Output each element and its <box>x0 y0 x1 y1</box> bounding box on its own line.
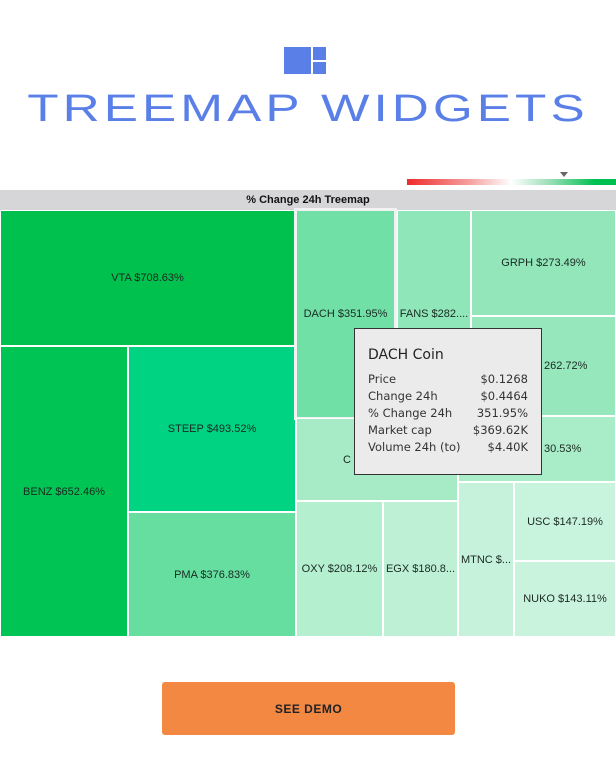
row-value: 351.95% <box>476 406 528 420</box>
tooltip-row-price: Price $0.1268 <box>368 371 528 388</box>
treemap-cell-steep[interactable]: STEEP $493.52% <box>128 346 296 512</box>
cell-label: NUKO $143.11% <box>523 593 607 605</box>
cell-label: GRPH $273.49% <box>501 257 586 269</box>
treemap-logo-icon <box>284 47 326 74</box>
legend-marker-icon <box>560 172 568 177</box>
row-label: % Change 24h <box>368 406 453 420</box>
treemap-cell-oxy[interactable]: OXY $208.12% <box>296 501 383 637</box>
cell-label: DACH $351.95% <box>303 308 388 320</box>
treemap-cell-usc[interactable]: USC $147.19% <box>514 482 616 561</box>
color-scale-legend <box>407 179 616 185</box>
cell-label: FANS $282.... <box>399 308 469 320</box>
cell-label: VTA $708.63% <box>111 272 184 284</box>
row-label: Price <box>368 372 397 386</box>
treemap-cell-grph[interactable]: GRPH $273.49% <box>471 210 616 316</box>
cell-label: 262.72% <box>544 360 588 372</box>
row-value: $0.4464 <box>480 389 528 403</box>
tooltip-row-market-cap: Market cap $369.62K <box>368 422 528 439</box>
cell-label: C <box>343 453 351 466</box>
tooltip: DACH Coin Price $0.1268 Change 24h $0.4464… <box>354 328 542 475</box>
treemap-cell-nuko[interactable]: NUKO $143.11% <box>514 561 616 637</box>
cell-label: OXY $208.12% <box>301 563 378 575</box>
row-value: $4.40K <box>487 440 528 454</box>
row-label: Change 24h <box>368 389 438 403</box>
cell-label: PMA $376.83% <box>174 568 250 581</box>
treemap-cell-pma[interactable]: PMA $376.83% <box>128 512 296 637</box>
row-label: Volume 24h (to) <box>368 440 461 454</box>
row-value: $369.62K <box>472 423 528 437</box>
tooltip-row-pct-change: % Change 24h 351.95% <box>368 405 528 422</box>
page-title: TREEMAP WIDGETS <box>27 88 589 130</box>
cell-label: 30.53% <box>544 443 582 455</box>
treemap-cell-vta[interactable]: VTA $708.63% <box>0 210 295 346</box>
treemap-cell-benz[interactable]: BENZ $652.46% <box>0 346 128 637</box>
cell-label: MTNC $... <box>460 553 512 566</box>
tooltip-row-change: Change 24h $0.4464 <box>368 388 528 405</box>
cell-label: BENZ $652.46% <box>23 485 105 498</box>
cell-label: USC $147.19% <box>527 515 603 528</box>
treemap-cell-mtnc[interactable]: MTNC $... <box>458 482 514 637</box>
treemap-cell-egx[interactable]: EGX $180.8... <box>383 501 458 637</box>
see-demo-button[interactable]: SEE DEMO <box>162 682 455 735</box>
tooltip-title: DACH Coin <box>368 347 444 363</box>
row-value: $0.1268 <box>480 372 528 386</box>
cell-label: EGX $180.8... <box>385 563 456 575</box>
row-label: Market cap <box>368 423 432 437</box>
treemap-title: % Change 24h Treemap <box>0 190 616 210</box>
tooltip-row-volume: Volume 24h (to) $4.40K <box>368 439 528 456</box>
cell-label: STEEP $493.52% <box>167 423 257 435</box>
